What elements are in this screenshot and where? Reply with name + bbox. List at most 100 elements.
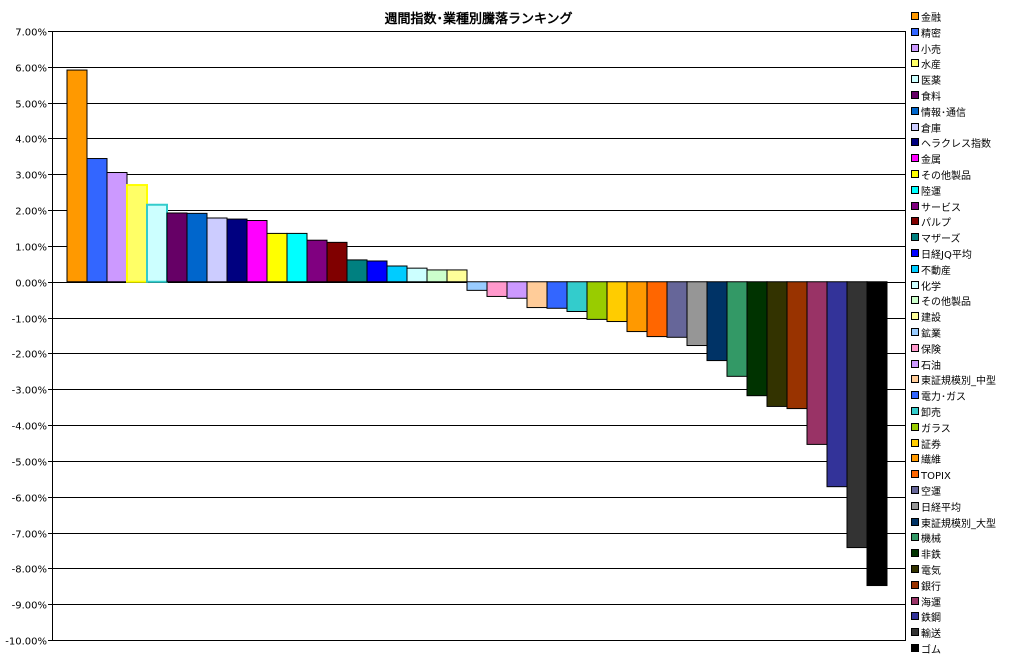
legend-swatch bbox=[911, 122, 919, 131]
bar-34 bbox=[726, 281, 748, 377]
legend-label: 情報･通信 bbox=[921, 107, 966, 119]
bar-6 bbox=[166, 212, 188, 283]
bar-5 bbox=[146, 203, 168, 283]
legend-item: マザーズ bbox=[911, 233, 961, 246]
legend-swatch bbox=[911, 549, 919, 558]
legend-label: 東証規模別_中型 bbox=[921, 376, 996, 388]
legend-label: その他製品 bbox=[921, 297, 971, 309]
legend-item: その他製品 bbox=[911, 296, 971, 309]
legend-item: 日経JQ平均 bbox=[911, 249, 972, 262]
legend-swatch bbox=[911, 454, 919, 463]
y-tick-label: -2.00% bbox=[12, 350, 47, 361]
legend-swatch bbox=[911, 201, 919, 210]
legend-item: 小売 bbox=[911, 43, 941, 57]
bar-18 bbox=[406, 267, 428, 283]
bar-13 bbox=[306, 239, 328, 283]
chart-title: 週間指数･業種別騰落ランキング bbox=[384, 12, 573, 27]
legend-label: サービス bbox=[921, 202, 961, 214]
legend-swatch bbox=[911, 106, 919, 115]
bar-29 bbox=[626, 281, 648, 333]
legend-label: 鉄鋼 bbox=[921, 613, 941, 625]
y-tick-label: 4.00% bbox=[15, 135, 47, 146]
legend-item: 金属 bbox=[911, 154, 941, 167]
legend-item: 鉱業 bbox=[911, 328, 941, 341]
bar-32 bbox=[686, 281, 708, 347]
bar-25 bbox=[546, 281, 568, 309]
legend-label: 陸運 bbox=[921, 186, 941, 198]
bar-36 bbox=[766, 281, 788, 407]
legend-swatch bbox=[911, 249, 919, 257]
plot-area-border bbox=[52, 31, 906, 641]
legend-label: 金融 bbox=[921, 13, 941, 24]
legend-item: 電気 bbox=[911, 565, 941, 578]
legend-swatch bbox=[911, 138, 919, 147]
legend-label: 金属 bbox=[921, 155, 941, 167]
legend-item: TOPIX bbox=[911, 470, 951, 483]
legend-label: TOPIX bbox=[921, 471, 951, 483]
legend-swatch bbox=[911, 359, 919, 368]
bar-40 bbox=[846, 281, 868, 549]
legend-swatch bbox=[911, 296, 919, 305]
legend-label: その他製品 bbox=[921, 171, 971, 182]
y-tick-label: -1.00% bbox=[12, 315, 47, 326]
legend-swatch bbox=[911, 264, 919, 273]
legend-label: 食料 bbox=[921, 92, 941, 103]
bar-22 bbox=[486, 281, 508, 297]
legend-item: パルプ bbox=[911, 217, 951, 230]
legend-label: 不動産 bbox=[921, 265, 951, 277]
legend-label: ヘラクレス指数 bbox=[921, 139, 991, 151]
legend-item: 情報･通信 bbox=[911, 106, 966, 120]
legend-swatch bbox=[911, 612, 919, 621]
legend-swatch bbox=[911, 217, 919, 226]
bar-10 bbox=[246, 220, 268, 283]
legend-swatch bbox=[911, 328, 919, 336]
legend-label: 石油 bbox=[921, 360, 941, 372]
y-tick-label: -8.00% bbox=[12, 565, 47, 576]
legend-item: 金融 bbox=[911, 12, 941, 25]
bar-33 bbox=[706, 281, 728, 362]
legend-item: 鉄鋼 bbox=[911, 612, 941, 625]
legend-label: 証券 bbox=[921, 439, 941, 451]
legend-swatch bbox=[911, 517, 919, 526]
bar-39 bbox=[826, 281, 848, 488]
bar-23 bbox=[506, 281, 528, 299]
legend-label: 海運 bbox=[921, 597, 941, 609]
legend-swatch bbox=[911, 533, 919, 542]
bar-2 bbox=[86, 158, 108, 283]
legend-swatch bbox=[911, 375, 919, 384]
y-tick-label: -4.00% bbox=[12, 422, 47, 433]
bar-7 bbox=[186, 212, 208, 283]
bar-16 bbox=[366, 260, 388, 283]
bar-21 bbox=[466, 281, 488, 291]
legend-label: 電力･ガス bbox=[921, 392, 966, 404]
legend-label: 水産 bbox=[921, 60, 941, 72]
y-tick-label: -7.00% bbox=[12, 530, 47, 541]
legend-item: 東証規模別_大型 bbox=[911, 517, 996, 531]
legend-item: 卸売 bbox=[911, 407, 941, 420]
legend-swatch bbox=[911, 312, 919, 321]
legend-item: 建設 bbox=[911, 312, 941, 325]
legend-item: 機械 bbox=[911, 533, 941, 546]
bar-9 bbox=[226, 218, 248, 283]
legend-label: ゴム bbox=[921, 645, 941, 656]
legend-swatch bbox=[911, 470, 919, 479]
legend-label: 精密 bbox=[921, 28, 941, 40]
legend-swatch bbox=[911, 628, 919, 637]
legend-item: 日経平均 bbox=[911, 501, 961, 515]
y-tick-label: 2.00% bbox=[15, 207, 47, 218]
bar-35 bbox=[746, 281, 768, 397]
bar-15 bbox=[346, 259, 368, 283]
legend-item: 医薬 bbox=[911, 75, 941, 88]
legend-swatch bbox=[911, 59, 919, 68]
legend-item: サービス bbox=[911, 201, 961, 215]
legend-swatch bbox=[911, 391, 919, 400]
legend-label: 倉庫 bbox=[921, 123, 941, 135]
legend-label: 東証規模別_大型 bbox=[921, 518, 996, 530]
legend-item: 化学 bbox=[911, 280, 941, 294]
bar-38 bbox=[806, 281, 828, 445]
legend-label: 卸売 bbox=[921, 408, 941, 419]
legend-item: 空運 bbox=[911, 486, 941, 499]
y-tick-label: 5.00% bbox=[15, 100, 47, 111]
legend-label: 小売 bbox=[921, 44, 941, 56]
legend-swatch bbox=[911, 501, 919, 510]
